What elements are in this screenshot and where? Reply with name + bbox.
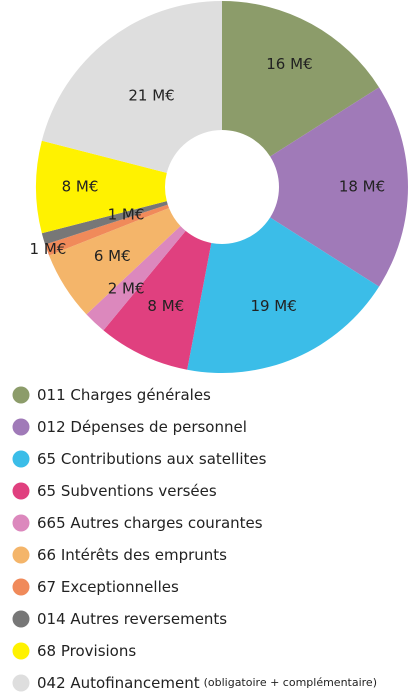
value-label: 1 M€	[108, 205, 145, 223]
value-label: 8 M€	[147, 297, 184, 315]
value-label: 1 M€	[30, 240, 67, 258]
value-label: 16 M€	[266, 55, 312, 73]
legend-label: 014 Autres reversements	[37, 610, 227, 628]
legend-swatch	[12, 450, 30, 468]
legend-label: 65 Contributions aux satellites	[37, 450, 267, 468]
slice	[41, 1, 222, 173]
slice	[36, 140, 167, 234]
legend-text: 65 Contributions aux satellites	[37, 450, 267, 468]
slice	[45, 204, 170, 256]
value-label: 19 M€	[250, 297, 296, 315]
slice	[86, 226, 186, 331]
value-label: 2 M€	[108, 280, 145, 298]
legend-label: 68 Provisions	[37, 642, 136, 660]
legend-label: 67 Exceptionnelles	[37, 578, 179, 596]
legend-text: 67 Exceptionnelles	[37, 578, 179, 596]
slice	[222, 1, 380, 157]
legend-label: 011 Charges générales	[37, 386, 211, 404]
legend-swatch	[12, 674, 30, 692]
legend-text: 042 Autofinancement	[37, 674, 200, 692]
slice	[103, 230, 212, 370]
slice	[270, 87, 408, 287]
legend-swatch	[12, 546, 30, 564]
slice	[49, 207, 181, 315]
legend-swatch	[12, 642, 30, 660]
legend-swatch	[12, 514, 30, 532]
legend-swatch	[12, 386, 30, 404]
slice	[187, 217, 380, 373]
legend-text: 012 Dépenses de personnel	[37, 418, 247, 436]
legend-text: 014 Autres reversements	[37, 610, 227, 628]
legend-swatch	[12, 610, 30, 628]
slice	[41, 201, 168, 245]
legend-label: 012 Dépenses de personnel	[37, 418, 247, 436]
legend-text: 68 Provisions	[37, 642, 136, 660]
legend-label: 665 Autres charges courantes	[37, 514, 263, 532]
legend-swatch	[12, 482, 30, 500]
value-label: 18 M€	[339, 178, 385, 196]
legend-swatch	[12, 578, 30, 596]
value-label: 21 M€	[128, 87, 174, 105]
legend-label: 65 Subventions versées	[37, 482, 217, 500]
legend-text: 011 Charges générales	[37, 386, 211, 404]
legend-swatch	[12, 418, 30, 436]
legend-label: 042 Autofinancement (obligatoire + complé…	[37, 674, 377, 692]
value-label: 8 M€	[62, 178, 99, 196]
value-label: 6 M€	[94, 247, 131, 265]
legend-text: 665 Autres charges courantes	[37, 514, 263, 532]
legend-label: 66 Intérêts des emprunts	[37, 546, 227, 564]
legend-text: 66 Intérêts des emprunts	[37, 546, 227, 564]
legend-note: (obligatoire + complémentaire)	[204, 676, 377, 689]
legend-text: 65 Subventions versées	[37, 482, 217, 500]
